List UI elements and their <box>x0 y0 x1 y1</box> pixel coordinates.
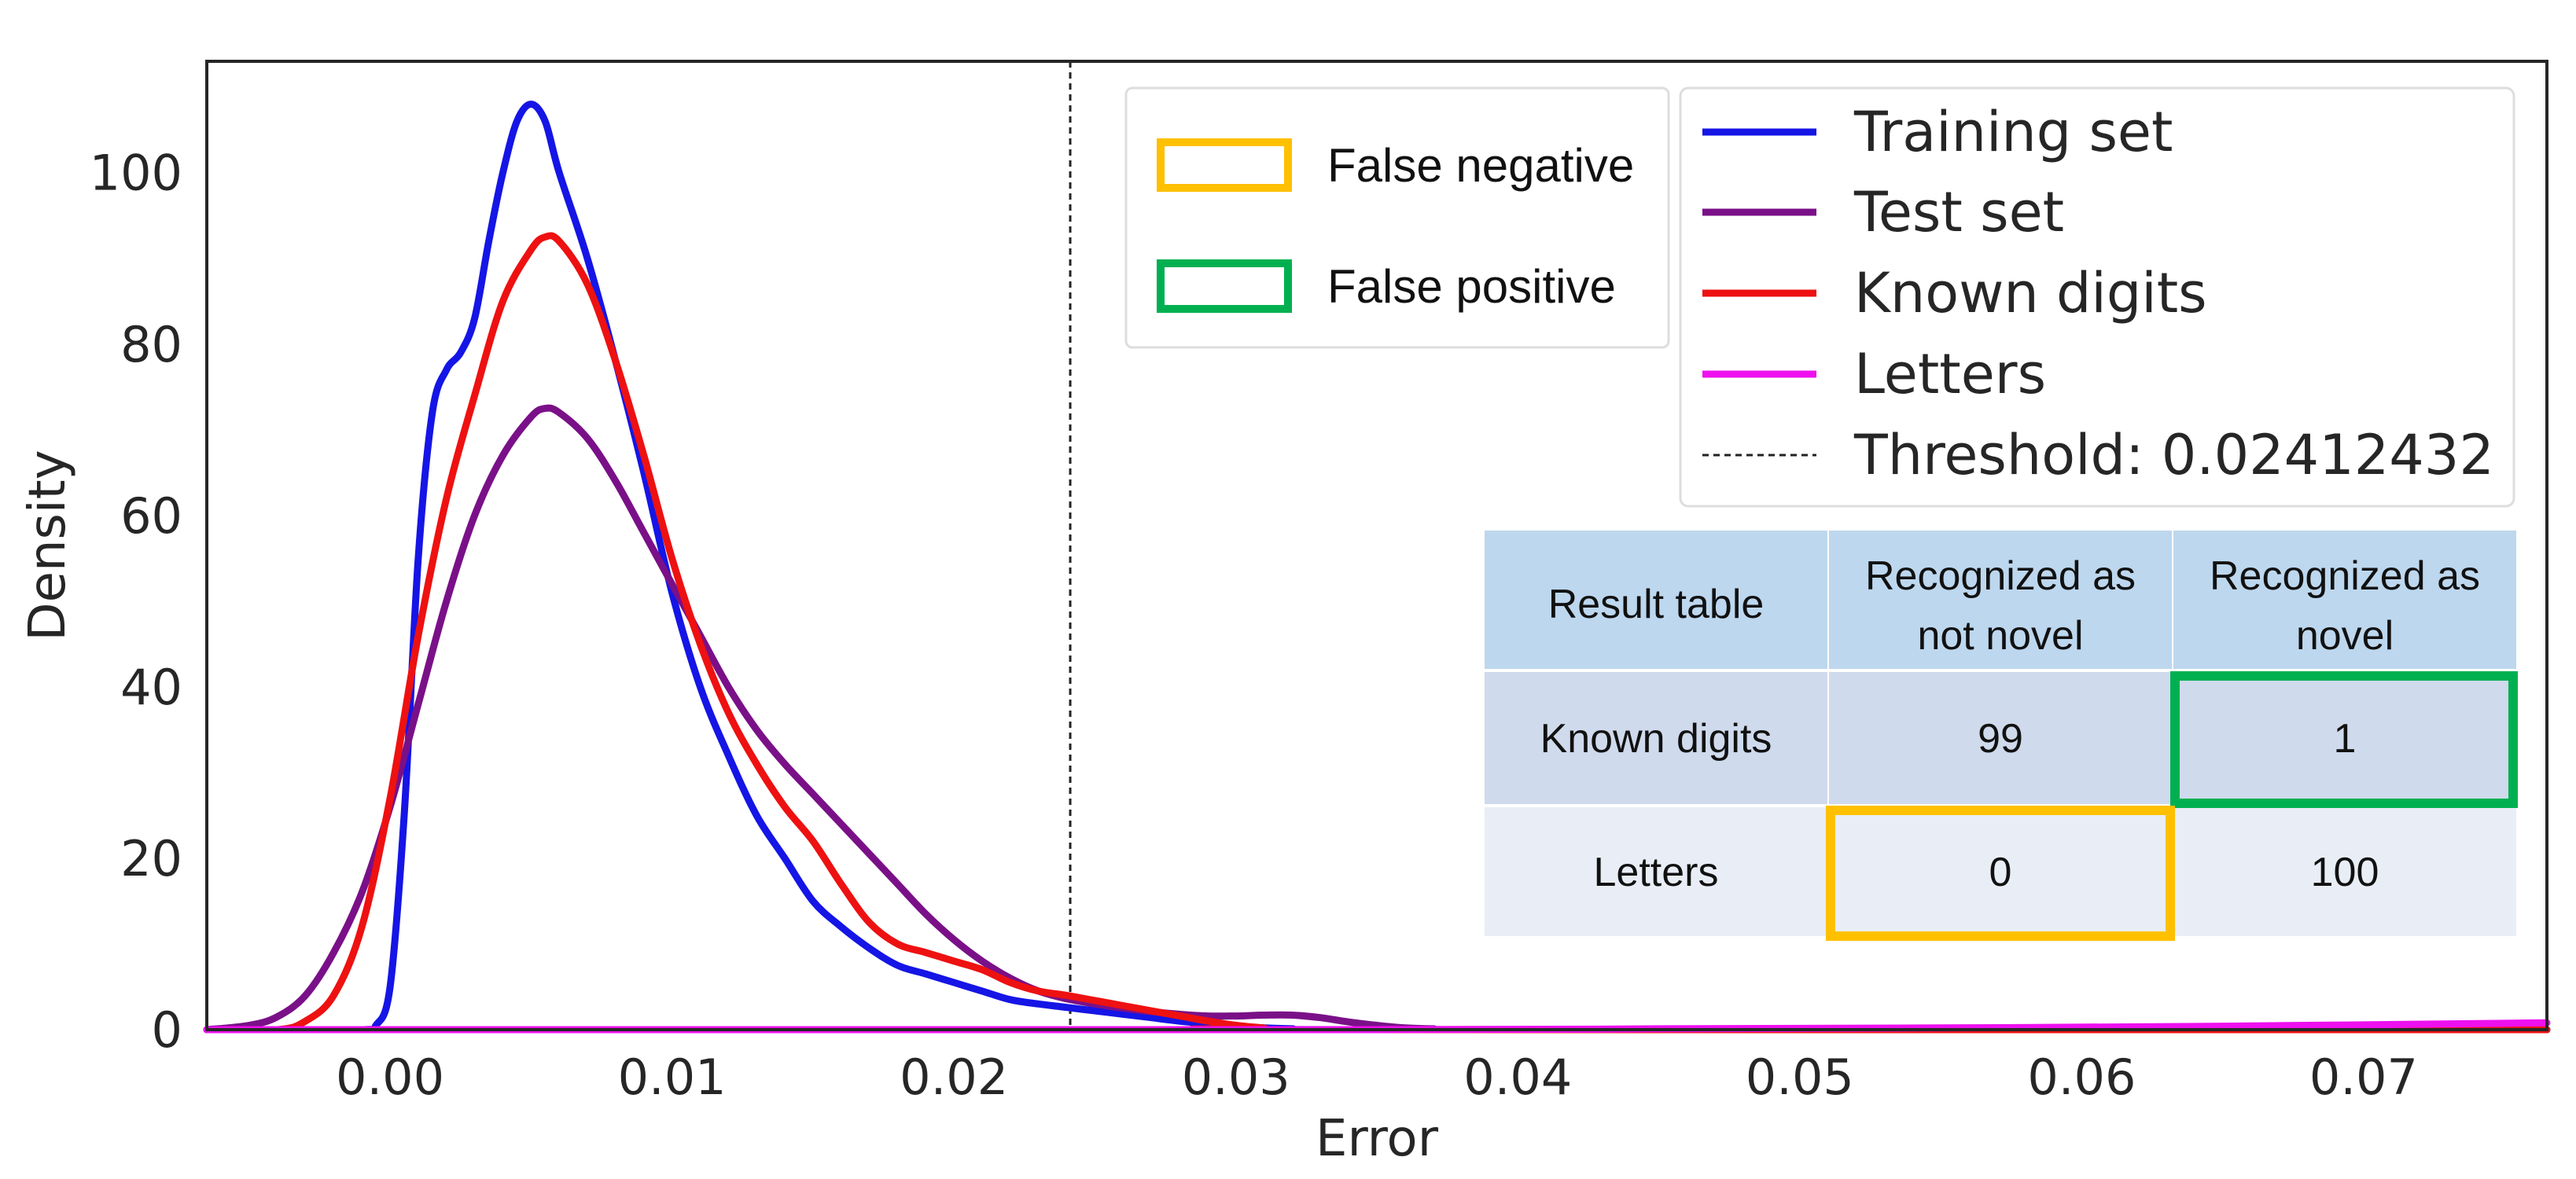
table-row-known-digits-label-cell <box>1485 672 1827 804</box>
plot-border <box>205 60 2548 1031</box>
table-row-label-letters: Letters <box>1594 850 1719 895</box>
false-positive-highlight-box <box>2170 671 2518 808</box>
x-tick-label: 0.03 <box>1182 1049 1290 1106</box>
x-tick-label: 0.02 <box>900 1049 1008 1106</box>
x-tick-label: 0.06 <box>2027 1049 2136 1106</box>
table-col-header-novel-line1: Recognized as <box>2210 553 2480 599</box>
table-row-label-known-digits: Known digits <box>1540 716 1772 762</box>
series-legend: Training set Test set Known digits Lette… <box>1679 86 2515 508</box>
table-header-corner-cell <box>1485 531 1827 669</box>
false-negative-highlight-box <box>1826 806 2175 941</box>
table-col-header-not-novel-line1: Recognized as <box>1865 553 2136 599</box>
legend-label-test-set: Test set <box>1853 180 2064 244</box>
y-tick-label: 0 <box>152 1001 182 1059</box>
table-value-known-novel: 1 <box>2334 716 2357 762</box>
table-cell-known-not-novel <box>1829 672 2172 804</box>
x-tick-label: 0.05 <box>1746 1049 1854 1106</box>
legend-label-training-set: Training set <box>1853 100 2173 164</box>
y-ticks: 0 20 40 60 80 100 <box>90 145 182 1059</box>
x-ticks: 0.00 0.01 0.02 0.03 0.04 0.05 0.06 0.07 <box>336 1049 2418 1106</box>
table-col-header-novel-line2: novel <box>2296 613 2394 659</box>
series-line-known-digits <box>203 232 2551 1034</box>
table-value-letters-novel: 100 <box>2311 850 2379 895</box>
table-cell-letters-not-novel <box>1829 807 2172 936</box>
y-axis-label: Density <box>19 450 77 641</box>
x-tick-label: 0.01 <box>618 1049 727 1106</box>
y-tick-label: 80 <box>120 316 182 373</box>
y-tick-label: 100 <box>90 145 182 202</box>
y-tick-label: 60 <box>120 487 182 545</box>
false-positive-label: False positive <box>1327 260 1616 313</box>
legend-label-letters: Letters <box>1854 342 2046 406</box>
table-value-letters-not-novel: 0 <box>1989 850 2012 895</box>
y-tick-label: 20 <box>120 830 182 887</box>
table-header-cell-novel <box>2173 531 2516 669</box>
table-cell-known-novel <box>2173 672 2516 804</box>
false-positive-swatch <box>1157 259 1292 313</box>
x-axis-label: Error <box>1316 1110 1439 1168</box>
false-negative-label: False negative <box>1327 139 1634 192</box>
result-table: Result table Recognized as not novel Rec… <box>1485 531 2518 941</box>
y-tick-label: 40 <box>120 659 182 716</box>
table-value-known-not-novel: 99 <box>1978 716 2023 762</box>
x-tick-label: 0.04 <box>1463 1049 1572 1106</box>
table-col-header-not-novel-line2: not novel <box>1917 613 2083 659</box>
annotation-legend: False negative False positive <box>1124 86 1670 349</box>
series-legend-frame <box>1679 86 2515 508</box>
table-row-letters-label-cell <box>1485 807 1827 936</box>
false-negative-swatch <box>1157 138 1292 192</box>
annotation-legend-frame <box>1124 86 1670 349</box>
legend-label-threshold: Threshold: 0.02412432 <box>1853 423 2494 487</box>
x-tick-label: 0.07 <box>2309 1049 2418 1106</box>
x-tick-label: 0.00 <box>336 1049 444 1106</box>
legend-label-known-digits: Known digits <box>1854 261 2207 325</box>
table-cell-letters-novel <box>2173 807 2516 936</box>
series-line-test-set <box>203 404 2551 1034</box>
table-corner-label: Result table <box>1548 582 1765 627</box>
table-header-cell-not-novel <box>1829 531 2172 669</box>
